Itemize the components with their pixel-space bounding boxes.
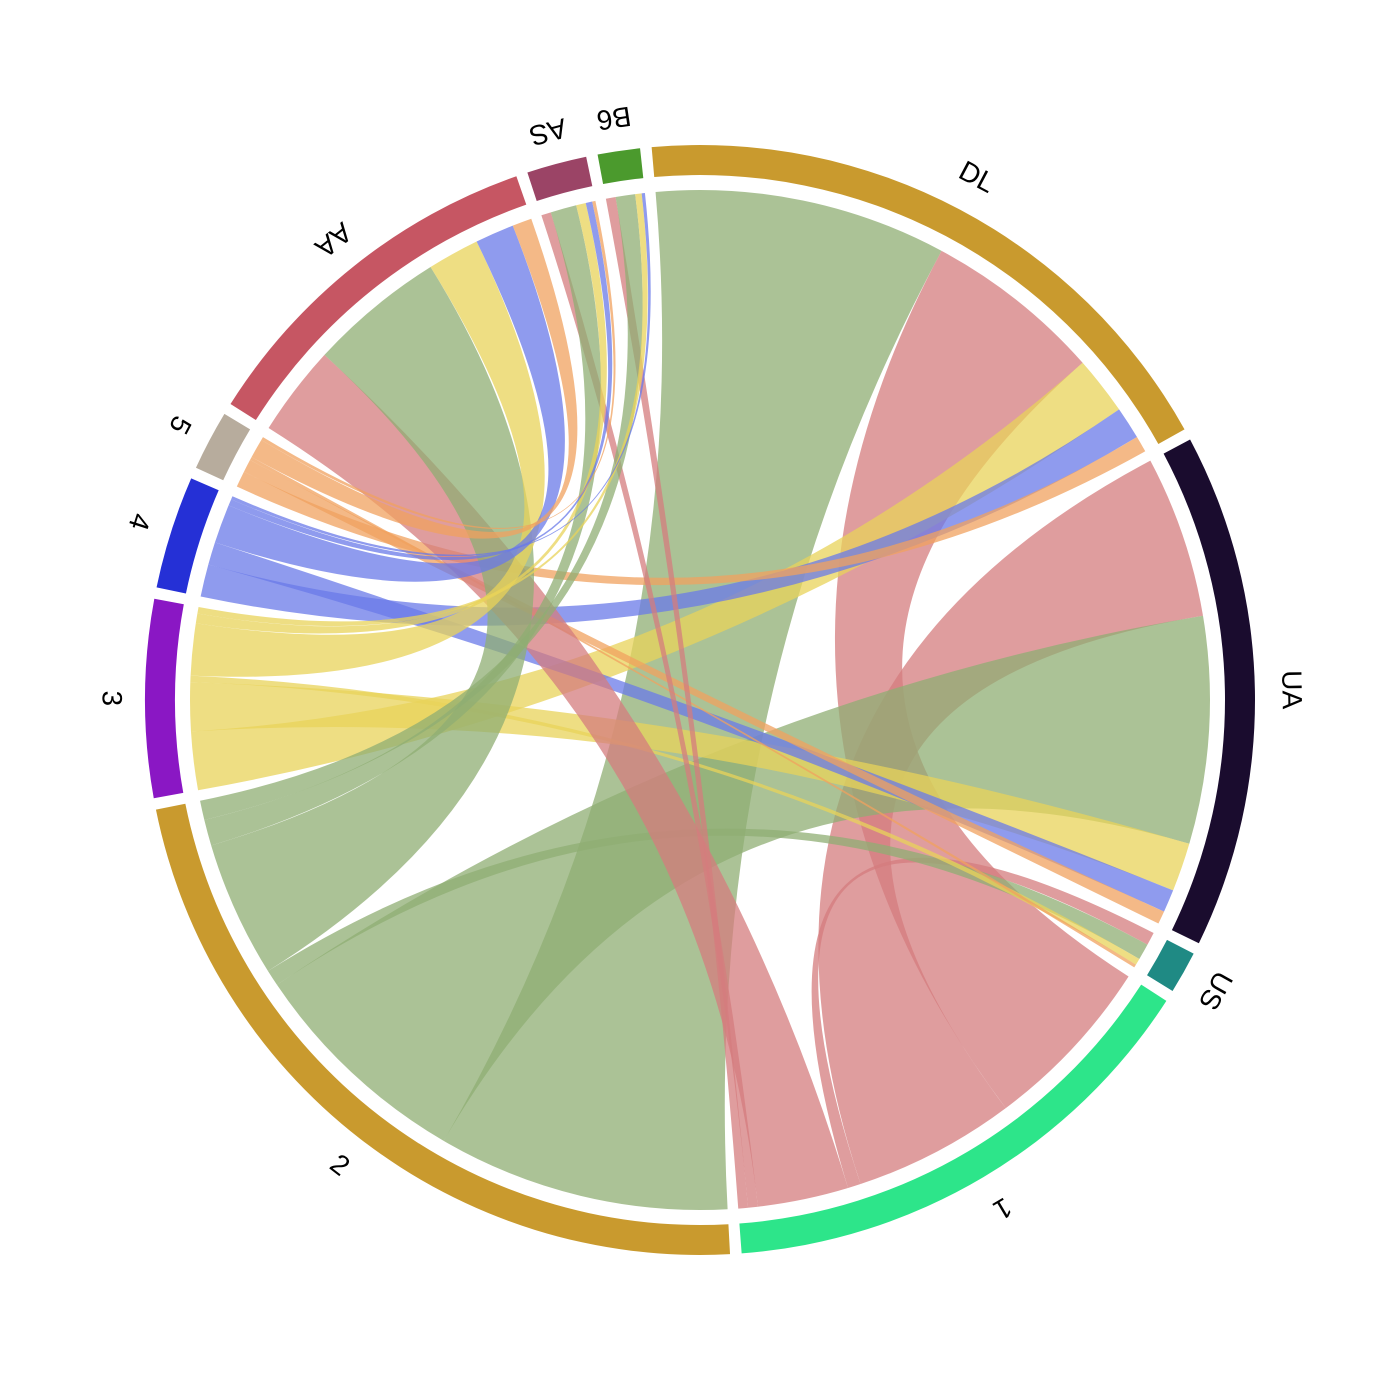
arc-B6 bbox=[598, 148, 644, 184]
label-AS: AS bbox=[526, 112, 570, 152]
label-5: 5 bbox=[163, 411, 198, 439]
label-UA: UA bbox=[1276, 670, 1308, 710]
ribbons-group bbox=[190, 190, 1210, 1210]
arc-3 bbox=[145, 599, 184, 798]
chord-diagram: DL UA US 1 2 3 4 5 AA AS B6 bbox=[0, 0, 1400, 1400]
label-4: 4 bbox=[123, 510, 157, 534]
label-3: 3 bbox=[97, 691, 128, 707]
label-B6: B6 bbox=[595, 101, 633, 137]
label-US: US bbox=[1193, 966, 1239, 1015]
arc-US bbox=[1147, 940, 1194, 991]
arc-AS bbox=[527, 157, 592, 201]
label-DL: DL bbox=[954, 155, 1000, 199]
arc-5 bbox=[196, 414, 250, 480]
label-2: 2 bbox=[324, 1148, 355, 1182]
label-1: 1 bbox=[988, 1192, 1017, 1227]
label-AA: AA bbox=[309, 216, 358, 264]
